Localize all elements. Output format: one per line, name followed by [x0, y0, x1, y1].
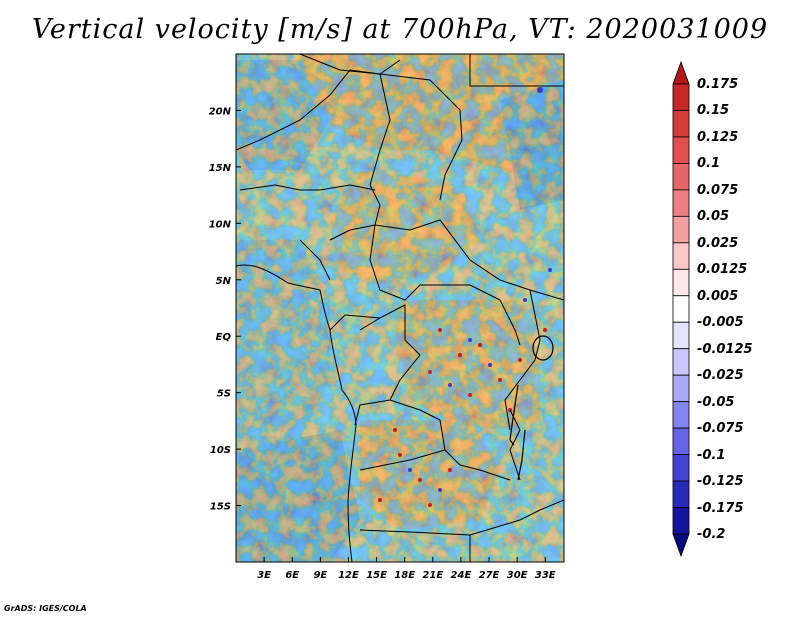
convective-cells: [378, 328, 547, 507]
colorbar-swatch: [672, 427, 690, 455]
lat-tick-label: 10N: [209, 219, 232, 230]
lon-tick-label: 21E: [422, 570, 443, 581]
lon-tick-label: 27E: [479, 570, 500, 581]
lat-tick-label: 15N: [209, 163, 232, 174]
country-boundaries: [236, 54, 564, 562]
lon-tick-label: 6E: [285, 570, 299, 581]
lon-tick-label: 18E: [394, 570, 415, 581]
colorbar-label: 0.15: [697, 103, 730, 119]
colorbar-label: 0.0125: [697, 262, 748, 278]
footer-credit: GrADS: IGES/COLA: [4, 604, 87, 613]
lat-tick-label: 10S: [210, 445, 231, 456]
colorbar-swatch: [672, 480, 690, 508]
colorbar-label: -0.1: [697, 447, 726, 463]
subsidence-cells: [408, 87, 552, 492]
colorbar-swatch: [672, 136, 690, 164]
lon-tick-label: 33E: [535, 570, 556, 581]
colorbar-swatch: [672, 83, 690, 111]
lon-tick-label: 24E: [451, 570, 472, 581]
colorbar-label: 0.025: [697, 235, 739, 251]
colorbar-swatch: [672, 401, 690, 429]
colorbar-swatch: [672, 348, 690, 376]
colorbar-swatch: [672, 533, 690, 558]
lon-tick-label: 30E: [507, 570, 528, 581]
colorbar-label: 0.1: [697, 156, 721, 172]
colorbar-label: -0.025: [697, 368, 744, 384]
colorbar-swatch: [672, 295, 690, 323]
colorbar-label: 0.075: [697, 182, 739, 198]
lat-tick-label: 5N: [216, 276, 232, 287]
map-frame: [235, 53, 565, 563]
colorbar-label: -0.05: [697, 394, 735, 410]
colorbar-swatch: [672, 507, 690, 535]
lat-tick-label: 5S: [217, 389, 231, 400]
lon-tick-label: 12E: [338, 570, 359, 581]
colorbar-swatch: [672, 215, 690, 244]
lon-tick-label: 3E: [257, 570, 271, 581]
colorbar-label: 0.005: [697, 288, 739, 304]
lon-tick-label: 15E: [366, 570, 387, 581]
colorbar-label: 0.05: [697, 209, 730, 225]
colorbar-label: -0.0125: [697, 341, 753, 357]
colorbar: [672, 60, 690, 558]
colorbar-swatch: [672, 321, 690, 350]
lon-axis: 3E 6E 9E 12E 15E 18E 21E 24E 27E 30E 33E: [257, 557, 556, 581]
colorbar-swatch: [672, 110, 690, 138]
colorbar-label: 0.175: [697, 77, 739, 92]
colorbar-swatch: [672, 189, 690, 217]
lat-tick-label: EQ: [216, 332, 232, 343]
colorbar-swatch: [672, 242, 690, 270]
lat-tick-label: 20N: [209, 106, 232, 117]
colorbar-label: -0.125: [697, 474, 744, 490]
colorbar-label: 0.125: [697, 129, 739, 145]
colorbar-swatch: [672, 454, 690, 482]
colorbar-label: -0.175: [697, 500, 744, 516]
coastline-west-africa: [236, 264, 357, 562]
lat-tick-label: 15S: [210, 502, 231, 513]
colorbar-swatch: [672, 268, 690, 297]
colorbar-label: -0.2: [697, 527, 726, 542]
lat-axis: 20N 15N 10N 5N EQ 5S 10S 15S: [209, 106, 241, 513]
colorbar-swatch: [672, 374, 690, 403]
colorbar-swatch: [672, 60, 690, 85]
vertical-velocity-field: [236, 54, 564, 562]
colorbar-label: -0.075: [697, 421, 744, 437]
lakes: [509, 335, 554, 481]
colorbar-swatch: [672, 163, 690, 191]
colorbar-label: -0.005: [697, 315, 744, 331]
chart-title: Vertical velocity [m/s] at 700hPa, VT: 2…: [31, 14, 769, 45]
lon-tick-label: 9E: [313, 570, 327, 581]
